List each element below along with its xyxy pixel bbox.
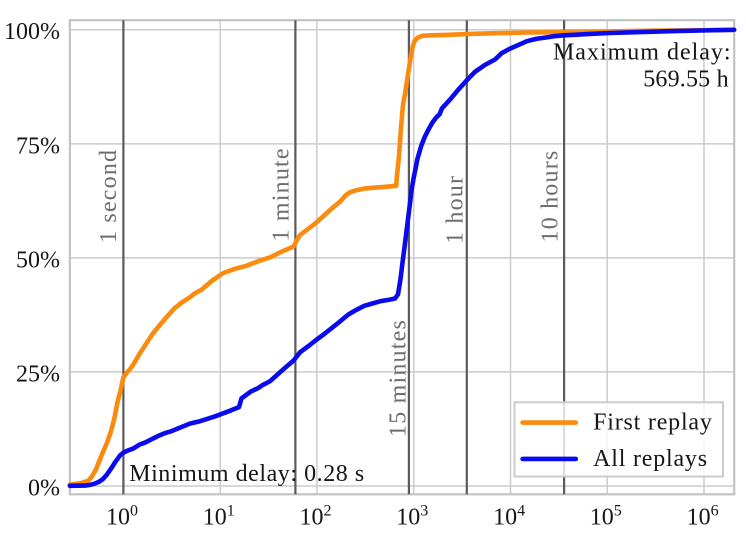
svg-text:1 hour: 1 hour	[443, 175, 469, 244]
svg-text:First replay: First replay	[593, 409, 713, 435]
svg-text:15 minutes: 15 minutes	[386, 319, 412, 437]
svg-text:Maximum delay:: Maximum delay:	[553, 39, 732, 65]
svg-text:25%: 25%	[16, 361, 60, 387]
svg-text:0%: 0%	[28, 475, 60, 501]
svg-text:569.55 h: 569.55 h	[643, 67, 729, 93]
svg-text:1 minute: 1 minute	[269, 147, 295, 241]
svg-text:75%: 75%	[16, 133, 60, 159]
svg-text:Minimum delay: 0.28 s: Minimum delay: 0.28 s	[129, 461, 365, 487]
svg-text:1 second: 1 second	[96, 149, 122, 243]
svg-text:All replays: All replays	[593, 446, 708, 472]
svg-text:10 hours: 10 hours	[538, 150, 564, 243]
svg-text:100%: 100%	[4, 19, 60, 45]
svg-text:103: 103	[396, 503, 428, 531]
svg-text:50%: 50%	[16, 247, 60, 273]
